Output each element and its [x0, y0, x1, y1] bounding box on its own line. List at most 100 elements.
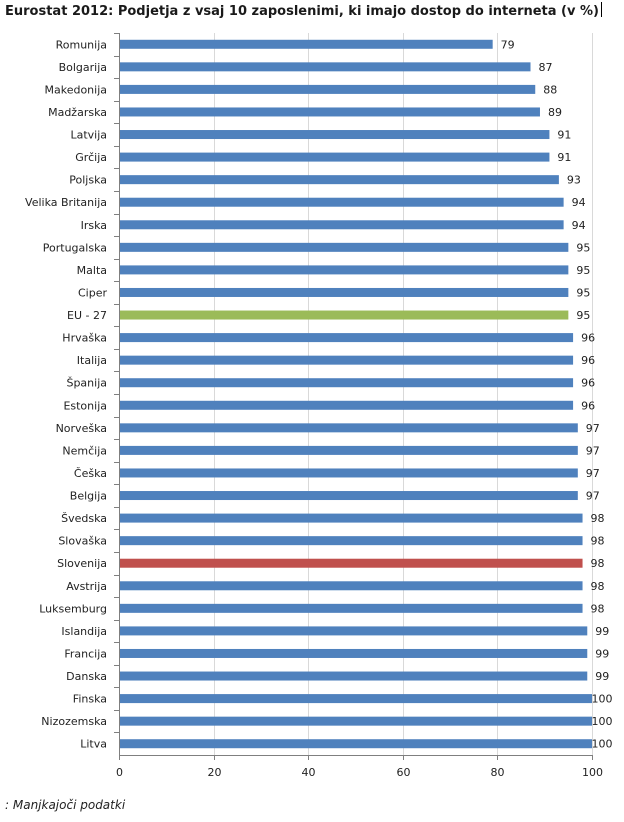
- bar-avstrija: [120, 581, 583, 591]
- value-label-češka: 97: [586, 467, 600, 480]
- value-label-luksemburg: 98: [591, 602, 605, 615]
- category-label-romunija: Romunija: [56, 38, 107, 51]
- bar-danska: [120, 671, 588, 681]
- value-label-latvija: 91: [557, 129, 571, 142]
- category-label-slovenija: Slovenija: [57, 557, 107, 570]
- value-label-irska: 94: [572, 219, 586, 232]
- value-label-litva: 100: [592, 738, 613, 751]
- value-label-romunija: 79: [501, 38, 515, 51]
- bar-makedonija: [120, 84, 536, 94]
- category-label-luksemburg: Luksemburg: [39, 602, 107, 615]
- category-label-avstrija: Avstrija: [66, 580, 107, 593]
- value-label-islandija: 99: [595, 625, 609, 638]
- category-label-italija: Italija: [77, 354, 107, 367]
- value-label-slovaška: 98: [591, 535, 605, 548]
- value-label-poljska: 93: [567, 174, 581, 187]
- bars: [120, 39, 592, 749]
- category-label-belgija: Belgija: [70, 490, 107, 503]
- value-label-velika-britanija: 94: [572, 196, 586, 209]
- category-label-bolgarija: Bolgarija: [59, 61, 107, 74]
- bar-norveška: [120, 423, 578, 433]
- value-labels: 79 87 88 89 91 91 93 94 94 95 95 95 95 96 96 96 96 97 97 97…: [501, 38, 613, 750]
- category-label-češka: Češka: [74, 467, 107, 480]
- category-label-estonija: Estonija: [63, 399, 107, 412]
- value-label-makedonija: 88: [543, 83, 557, 96]
- value-label-danska: 99: [595, 670, 609, 683]
- value-label-ciper: 95: [576, 286, 590, 299]
- category-label-danska: Danska: [66, 670, 107, 683]
- bar-hrvaška: [120, 333, 574, 343]
- bar-madžarska: [120, 107, 540, 117]
- value-label-malta: 95: [576, 264, 590, 277]
- value-label-bolgarija: 87: [539, 61, 553, 74]
- category-label-eu-27: EU - 27: [67, 309, 107, 322]
- bar-nemčija: [120, 445, 578, 455]
- bar-švedska: [120, 513, 583, 523]
- x-tick-label-60: 60: [397, 766, 411, 779]
- value-label-norveška: 97: [586, 422, 600, 435]
- bar-litva: [120, 739, 592, 749]
- chart-title-text: Eurostat 2012: Podjetja z vsaj 10 zaposl…: [5, 4, 599, 19]
- x-tick-label-0: 0: [116, 766, 123, 779]
- bar-španija: [120, 378, 574, 388]
- category-label-poljska: Poljska: [69, 174, 107, 187]
- category-label-ciper: Ciper: [78, 286, 107, 299]
- bar-luksemburg: [120, 603, 583, 613]
- category-label-madžarska: Madžarska: [48, 106, 107, 119]
- x-tick-label-40: 40: [302, 766, 316, 779]
- value-label-portugalska: 95: [576, 241, 590, 254]
- bar-romunija: [120, 39, 493, 49]
- category-label-nemčija: Nemčija: [62, 444, 107, 457]
- bar-finska: [120, 694, 592, 704]
- value-label-hrvaška: 96: [581, 332, 595, 345]
- chart-title: Eurostat 2012: Podjetja z vsaj 10 zaposl…: [5, 2, 602, 19]
- category-label-norveška: Norveška: [56, 422, 107, 435]
- bar-malta: [120, 265, 569, 275]
- grid-lines: [119, 33, 593, 755]
- bar-belgija: [120, 491, 578, 501]
- category-label-islandija: Islandija: [61, 625, 107, 638]
- category-label-slovaška: Slovaška: [58, 535, 107, 548]
- bar-eu-27: [120, 310, 569, 320]
- category-label-nizozemska: Nizozemska: [41, 715, 107, 728]
- bar-češka: [120, 468, 578, 478]
- value-label-nemčija: 97: [586, 444, 600, 457]
- category-label-irska: Irska: [81, 219, 107, 232]
- value-label-estonija: 96: [581, 399, 595, 412]
- category-label-hrvaška: Hrvaška: [62, 332, 107, 345]
- value-label-francija: 99: [595, 647, 609, 660]
- category-label-finska: Finska: [73, 693, 107, 706]
- footnote: : Manjkajoči podatki: [5, 798, 126, 812]
- bar-latvija: [120, 130, 550, 140]
- bar-portugalska: [120, 242, 569, 252]
- text-cursor: [600, 2, 602, 17]
- bar-estonija: [120, 400, 574, 410]
- category-label-švedska: Švedska: [61, 512, 107, 525]
- category-label-malta: Malta: [77, 264, 107, 277]
- bar-francija: [120, 648, 588, 658]
- category-label-portugalska: Portugalska: [43, 241, 107, 254]
- bar-slovaška: [120, 536, 583, 546]
- bar-poljska: [120, 175, 559, 185]
- value-label-avstrija: 98: [591, 580, 605, 593]
- bar-islandija: [120, 626, 588, 636]
- bar-italija: [120, 355, 574, 365]
- value-label-finska: 100: [592, 693, 613, 706]
- category-label-španija: Španija: [66, 377, 107, 390]
- bar-chart: Romunija Bolgarija Makedonija Madžarska Latv…: [25, 33, 613, 779]
- value-label-slovenija: 98: [591, 557, 605, 570]
- category-label-francija: Francija: [64, 647, 107, 660]
- x-tick-label-20: 20: [208, 766, 222, 779]
- value-label-italija: 96: [581, 354, 595, 367]
- category-labels: Romunija Bolgarija Makedonija Madžarska Latv…: [25, 38, 107, 750]
- value-label-belgija: 97: [586, 490, 600, 503]
- x-tick-label-100: 100: [582, 766, 603, 779]
- bar-bolgarija: [120, 62, 531, 72]
- value-label-grčija: 91: [557, 151, 571, 164]
- bar-nizozemska: [120, 716, 592, 726]
- category-label-latvija: Latvija: [70, 129, 107, 142]
- bar-irska: [120, 220, 564, 230]
- x-axis: 0 20 40 60 80 100: [114, 33, 603, 779]
- bar-ciper: [120, 287, 569, 297]
- value-label-švedska: 98: [591, 512, 605, 525]
